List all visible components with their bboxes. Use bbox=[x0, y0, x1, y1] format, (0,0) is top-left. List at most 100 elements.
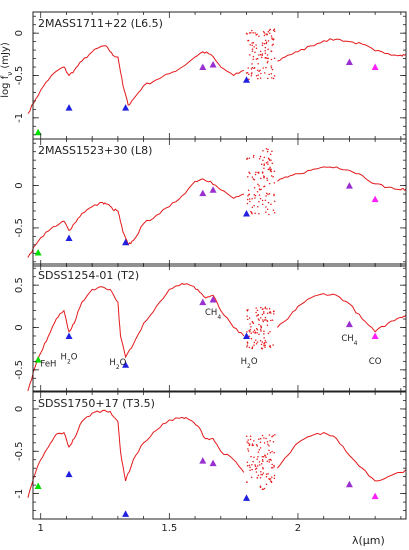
noise-point bbox=[273, 477, 276, 479]
feature-marker bbox=[243, 332, 251, 339]
noise-point bbox=[247, 442, 250, 444]
noise-point bbox=[269, 451, 272, 454]
feature-marker bbox=[122, 238, 130, 246]
spectrum-line bbox=[277, 293, 407, 333]
noise-point bbox=[247, 195, 249, 197]
noise-point bbox=[272, 29, 275, 31]
noise-point bbox=[262, 488, 264, 491]
noise-point bbox=[264, 49, 266, 52]
feature-marker bbox=[209, 60, 217, 68]
noise-point bbox=[250, 455, 252, 458]
panel: SDSS1750+17 (T3.5) -1 -0.5 0 bbox=[14, 391, 407, 520]
noise-point bbox=[254, 331, 256, 333]
noise-point bbox=[255, 58, 258, 60]
object-label: SDSS1750+17 (T3.5) bbox=[38, 397, 155, 410]
noise-point bbox=[263, 437, 265, 439]
noise-point bbox=[271, 466, 274, 469]
noise-point bbox=[256, 445, 259, 447]
noise-point bbox=[272, 77, 275, 80]
noise-point bbox=[257, 183, 259, 185]
noise-point bbox=[273, 57, 276, 60]
noise-point bbox=[273, 200, 276, 203]
noise-point bbox=[271, 77, 273, 79]
noise-point bbox=[251, 29, 253, 32]
noise-point bbox=[252, 156, 255, 158]
noise-point bbox=[260, 463, 263, 465]
noise-point bbox=[265, 56, 267, 59]
noise-point bbox=[271, 319, 274, 321]
noise-point bbox=[264, 46, 267, 49]
noise-point bbox=[264, 52, 267, 54]
feature-marker bbox=[122, 510, 130, 517]
noise-point bbox=[273, 465, 275, 468]
noise-point bbox=[257, 171, 259, 174]
noise-point bbox=[270, 67, 273, 69]
noise-point bbox=[246, 342, 249, 344]
feature-marker bbox=[65, 234, 73, 242]
noise-point bbox=[258, 200, 260, 203]
noise-point bbox=[263, 310, 265, 313]
noise-point bbox=[274, 433, 276, 436]
noise-point bbox=[251, 320, 254, 323]
noise-point bbox=[257, 318, 260, 320]
noise-point bbox=[261, 341, 264, 343]
noise-point bbox=[260, 473, 262, 476]
feature-marker bbox=[199, 298, 207, 306]
noise-point bbox=[259, 77, 262, 79]
noise-point bbox=[268, 478, 271, 481]
noise-point bbox=[265, 475, 268, 478]
noise-point bbox=[255, 34, 257, 36]
noise-point bbox=[270, 170, 272, 172]
noise-point bbox=[252, 42, 255, 44]
noise-point bbox=[253, 67, 256, 69]
noise-point bbox=[273, 170, 276, 173]
noise-point bbox=[249, 200, 251, 203]
feature-label: CH4 bbox=[341, 334, 357, 347]
noise-point bbox=[246, 198, 249, 201]
noise-point bbox=[262, 460, 264, 463]
noise-point bbox=[273, 182, 276, 184]
noise-point bbox=[250, 476, 253, 479]
feature-marker bbox=[34, 482, 42, 489]
noise-point bbox=[258, 323, 260, 326]
noise-point bbox=[266, 208, 269, 210]
noise-point bbox=[252, 331, 255, 333]
noise-point bbox=[257, 77, 259, 80]
noise-point bbox=[262, 456, 265, 458]
noise-point bbox=[255, 443, 258, 446]
noise-point bbox=[269, 168, 272, 170]
noise-point bbox=[246, 464, 249, 467]
noise-point bbox=[273, 75, 276, 77]
noise-point bbox=[254, 173, 257, 176]
noise-point bbox=[262, 320, 265, 323]
y-tick-label: 0 bbox=[14, 406, 25, 412]
noise-point bbox=[270, 50, 272, 52]
noise-point bbox=[263, 32, 266, 34]
noise-point bbox=[269, 28, 272, 31]
noise-point bbox=[263, 42, 266, 45]
feature-marker bbox=[371, 332, 379, 339]
noise-point bbox=[258, 35, 260, 38]
noise-point bbox=[261, 434, 264, 437]
noise-point bbox=[261, 172, 264, 174]
spectrum-line bbox=[27, 178, 245, 258]
noise-point bbox=[258, 54, 260, 56]
noisy-region bbox=[246, 306, 275, 350]
noise-point bbox=[270, 159, 272, 161]
noise-point bbox=[259, 50, 262, 53]
feature-marker bbox=[199, 457, 207, 464]
noise-point bbox=[264, 72, 266, 74]
noise-point bbox=[265, 42, 268, 45]
noise-point bbox=[256, 57, 259, 60]
noise-point bbox=[270, 319, 272, 322]
noise-point bbox=[258, 194, 261, 196]
x-axis-label: λ(μm) bbox=[352, 534, 385, 547]
noise-point bbox=[273, 452, 275, 454]
y-tick-label: -1 bbox=[14, 113, 25, 123]
noise-point bbox=[268, 73, 270, 76]
noise-point bbox=[266, 308, 268, 310]
noise-point bbox=[262, 466, 264, 469]
noise-point bbox=[265, 437, 267, 440]
noise-point bbox=[262, 319, 264, 321]
feature-marker bbox=[371, 195, 379, 203]
